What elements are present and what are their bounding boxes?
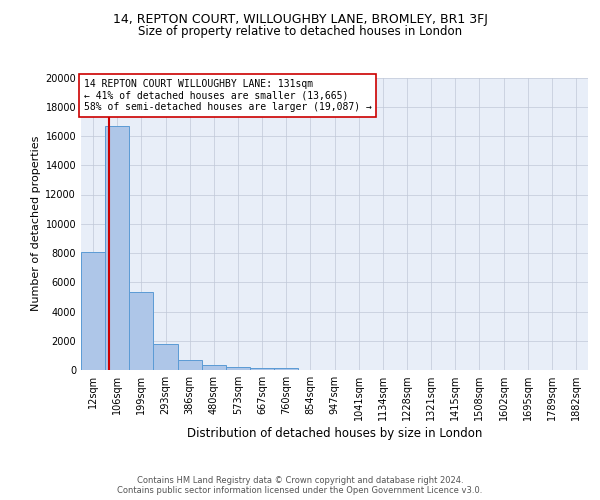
Text: Contains public sector information licensed under the Open Government Licence v3: Contains public sector information licen… <box>118 486 482 495</box>
Text: 14 REPTON COURT WILLOUGHBY LANE: 131sqm
← 41% of detached houses are smaller (13: 14 REPTON COURT WILLOUGHBY LANE: 131sqm … <box>83 79 371 112</box>
Bar <box>226 367 250 370</box>
Bar <box>81 252 105 370</box>
Bar <box>274 368 298 370</box>
Bar <box>105 126 129 370</box>
Y-axis label: Number of detached properties: Number of detached properties <box>31 136 41 312</box>
Text: 14, REPTON COURT, WILLOUGHBY LANE, BROMLEY, BR1 3FJ: 14, REPTON COURT, WILLOUGHBY LANE, BROML… <box>113 12 487 26</box>
Text: Contains HM Land Registry data © Crown copyright and database right 2024.: Contains HM Land Registry data © Crown c… <box>137 476 463 485</box>
Bar <box>178 360 202 370</box>
Bar <box>202 364 226 370</box>
Bar <box>154 344 178 370</box>
Bar <box>250 368 274 370</box>
Bar <box>129 292 154 370</box>
Text: Size of property relative to detached houses in London: Size of property relative to detached ho… <box>138 25 462 38</box>
X-axis label: Distribution of detached houses by size in London: Distribution of detached houses by size … <box>187 428 482 440</box>
